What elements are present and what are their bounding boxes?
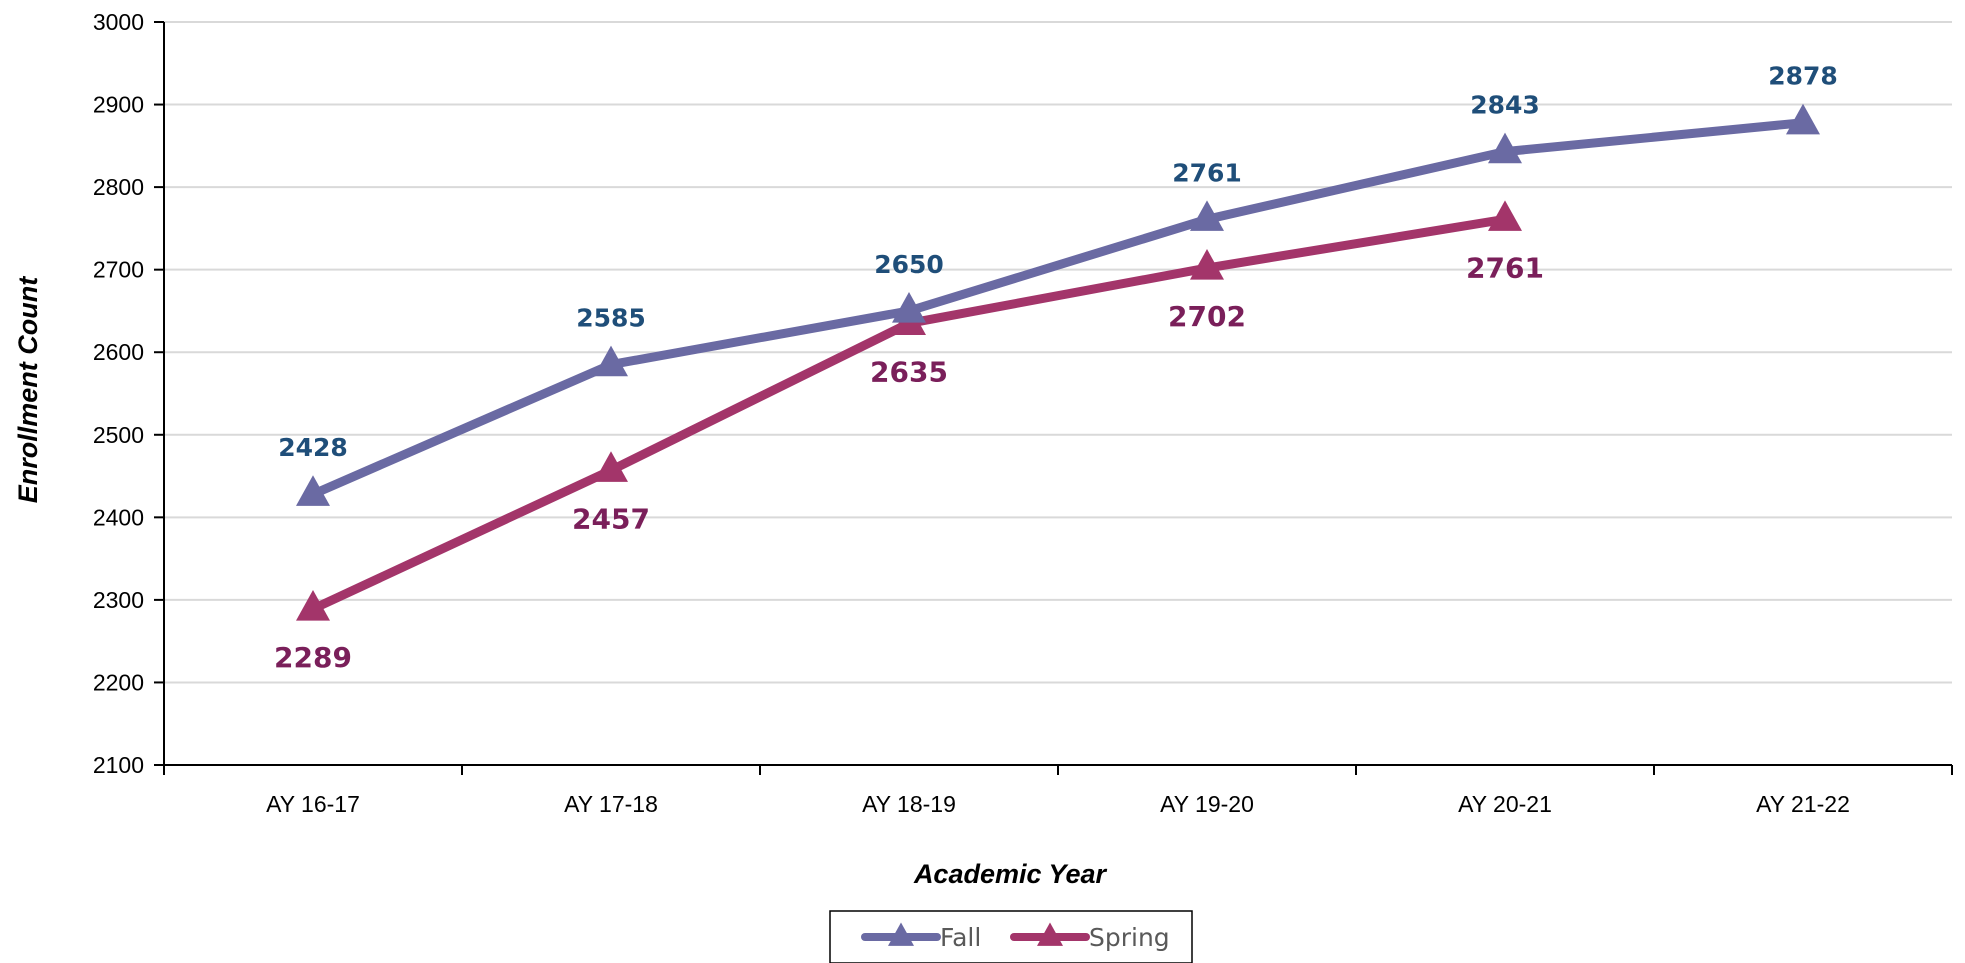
legend-fall-label: Fall [940, 923, 981, 952]
y-tick-label: 2700 [93, 257, 144, 283]
spring-data-label: 2457 [572, 502, 650, 535]
data-labels: 2289 2457 2635 2702 2761 2428 2585 2650 2761 2843… [274, 62, 1838, 674]
y-tick-label: 2600 [93, 339, 144, 365]
fall-data-label: 2843 [1470, 91, 1540, 120]
spring-data-label: 2635 [870, 355, 948, 388]
y-tick-label: 2400 [93, 504, 144, 530]
x-tick-label: AY 19-20 [1160, 791, 1254, 817]
x-tick-label: AY 21-22 [1756, 791, 1850, 817]
fall-point [1488, 132, 1522, 164]
legend-spring-label: Spring [1089, 923, 1170, 952]
legend-fall-marker [888, 922, 914, 946]
y-tick-label: 2300 [93, 587, 144, 613]
x-axis-title: Academic Year [913, 859, 1108, 889]
x-tick-label: AY 18-19 [862, 791, 956, 817]
spring-point [594, 451, 628, 482]
y-tick-labels: 2100 2200 2300 2400 2500 2600 2700 2800 2900 3000 [93, 9, 144, 778]
spring-data-label: 2289 [274, 641, 352, 674]
x-tick-label: AY 17-18 [564, 791, 658, 817]
fall-point [892, 291, 926, 323]
series-lines [296, 103, 1820, 621]
fall-data-label: 2878 [1768, 62, 1838, 91]
y-tick-label: 3000 [93, 9, 144, 35]
y-tick-label: 2800 [93, 174, 144, 200]
y-axis-title: Enrollment Count [13, 276, 43, 503]
gridlines [164, 21, 1952, 684]
fall-point [594, 345, 628, 377]
legend: Fall Spring [829, 910, 1193, 963]
fall-point [296, 475, 330, 506]
spring-point [1190, 249, 1224, 280]
y-tick-label: 2900 [93, 92, 144, 118]
axes [154, 21, 1953, 775]
spring-data-label: 2761 [1466, 251, 1544, 284]
fall-data-label: 2585 [576, 304, 646, 333]
fall-data-label: 2428 [278, 433, 348, 462]
fall-point [1190, 200, 1224, 231]
spring-point [296, 589, 330, 621]
y-tick-label: 2500 [93, 422, 144, 448]
spring-data-label: 2702 [1168, 300, 1246, 333]
y-tick-label: 2100 [93, 752, 144, 778]
fall-data-label: 2761 [1172, 158, 1242, 187]
x-tick-label: AY 16-17 [266, 791, 360, 817]
fall-data-label: 2650 [874, 250, 944, 279]
legend-spring-marker [1037, 922, 1063, 946]
y-tick-label: 2200 [93, 669, 144, 695]
x-tick-label: AY 20-21 [1458, 791, 1552, 817]
fall-series-line [311, 118, 1804, 499]
x-tick-labels: AY 16-17 AY 17-18 AY 18-19 AY 19-20 AY 20-21… [266, 791, 1850, 817]
spring-point [1488, 200, 1522, 231]
fall-point [1786, 103, 1820, 135]
